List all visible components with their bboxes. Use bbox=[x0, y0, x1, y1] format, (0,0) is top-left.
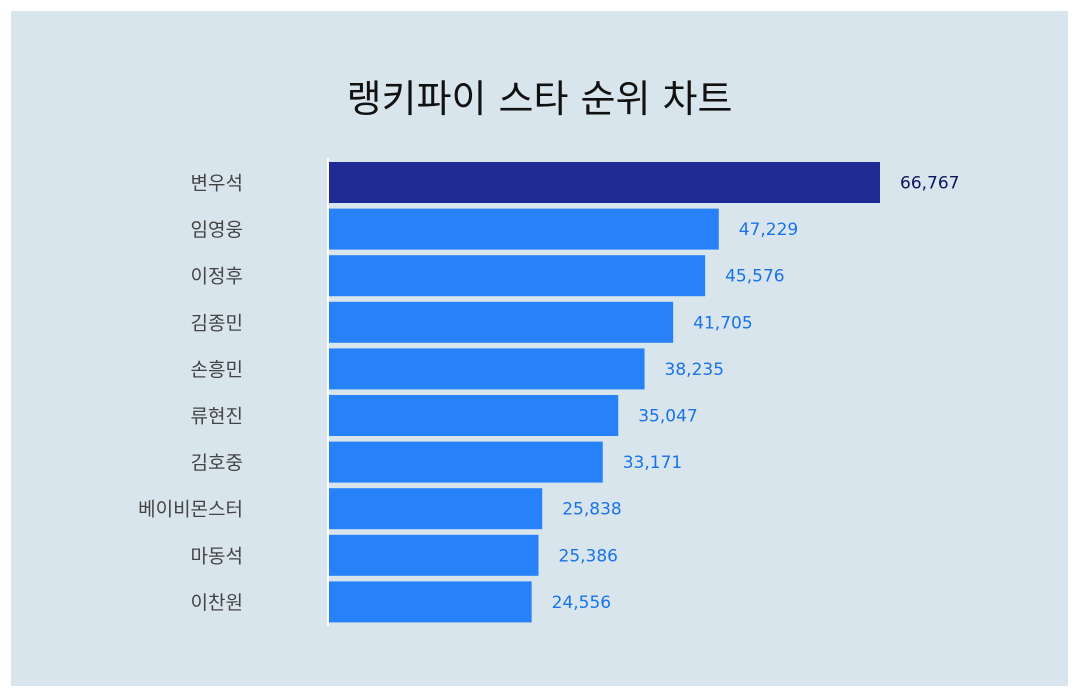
bar bbox=[329, 208, 719, 250]
value-label: 25,386 bbox=[559, 546, 618, 566]
category-label: 김종민 bbox=[191, 312, 243, 334]
value-label: 41,705 bbox=[693, 313, 752, 333]
chart-title: 랭키파이 스타 순위 차트 bbox=[346, 77, 733, 121]
bar bbox=[329, 301, 674, 343]
value-label: 35,047 bbox=[638, 407, 697, 427]
category-label: 변우석 bbox=[191, 173, 243, 195]
category-label: 류현진 bbox=[191, 406, 243, 428]
bar bbox=[329, 534, 539, 576]
bar bbox=[329, 441, 603, 483]
value-label: 47,229 bbox=[739, 220, 798, 240]
category-label: 임영웅 bbox=[191, 219, 243, 241]
category-label: 손흥민 bbox=[191, 359, 243, 381]
bar bbox=[329, 488, 543, 530]
bar bbox=[329, 255, 706, 297]
bar bbox=[329, 581, 532, 623]
bars-group: 변우석 66,767 임영웅 47,229 이정후 45,576 김종민 41,705 손흥민 3… bbox=[138, 162, 959, 623]
bar bbox=[329, 395, 619, 436]
value-label: 66,767 bbox=[900, 174, 959, 194]
category-label: 이정후 bbox=[191, 266, 243, 288]
category-label: 마동석 bbox=[191, 545, 243, 567]
category-label: 베이비몬스터 bbox=[138, 499, 243, 521]
category-label: 이찬원 bbox=[191, 592, 243, 614]
bar bbox=[329, 348, 645, 390]
value-label: 24,556 bbox=[552, 593, 611, 613]
value-label: 38,235 bbox=[665, 360, 724, 380]
value-label: 45,576 bbox=[725, 267, 784, 287]
bar bbox=[329, 162, 880, 203]
category-label: 김호중 bbox=[191, 452, 243, 474]
value-label: 33,171 bbox=[623, 453, 682, 473]
value-label: 25,838 bbox=[562, 500, 621, 520]
